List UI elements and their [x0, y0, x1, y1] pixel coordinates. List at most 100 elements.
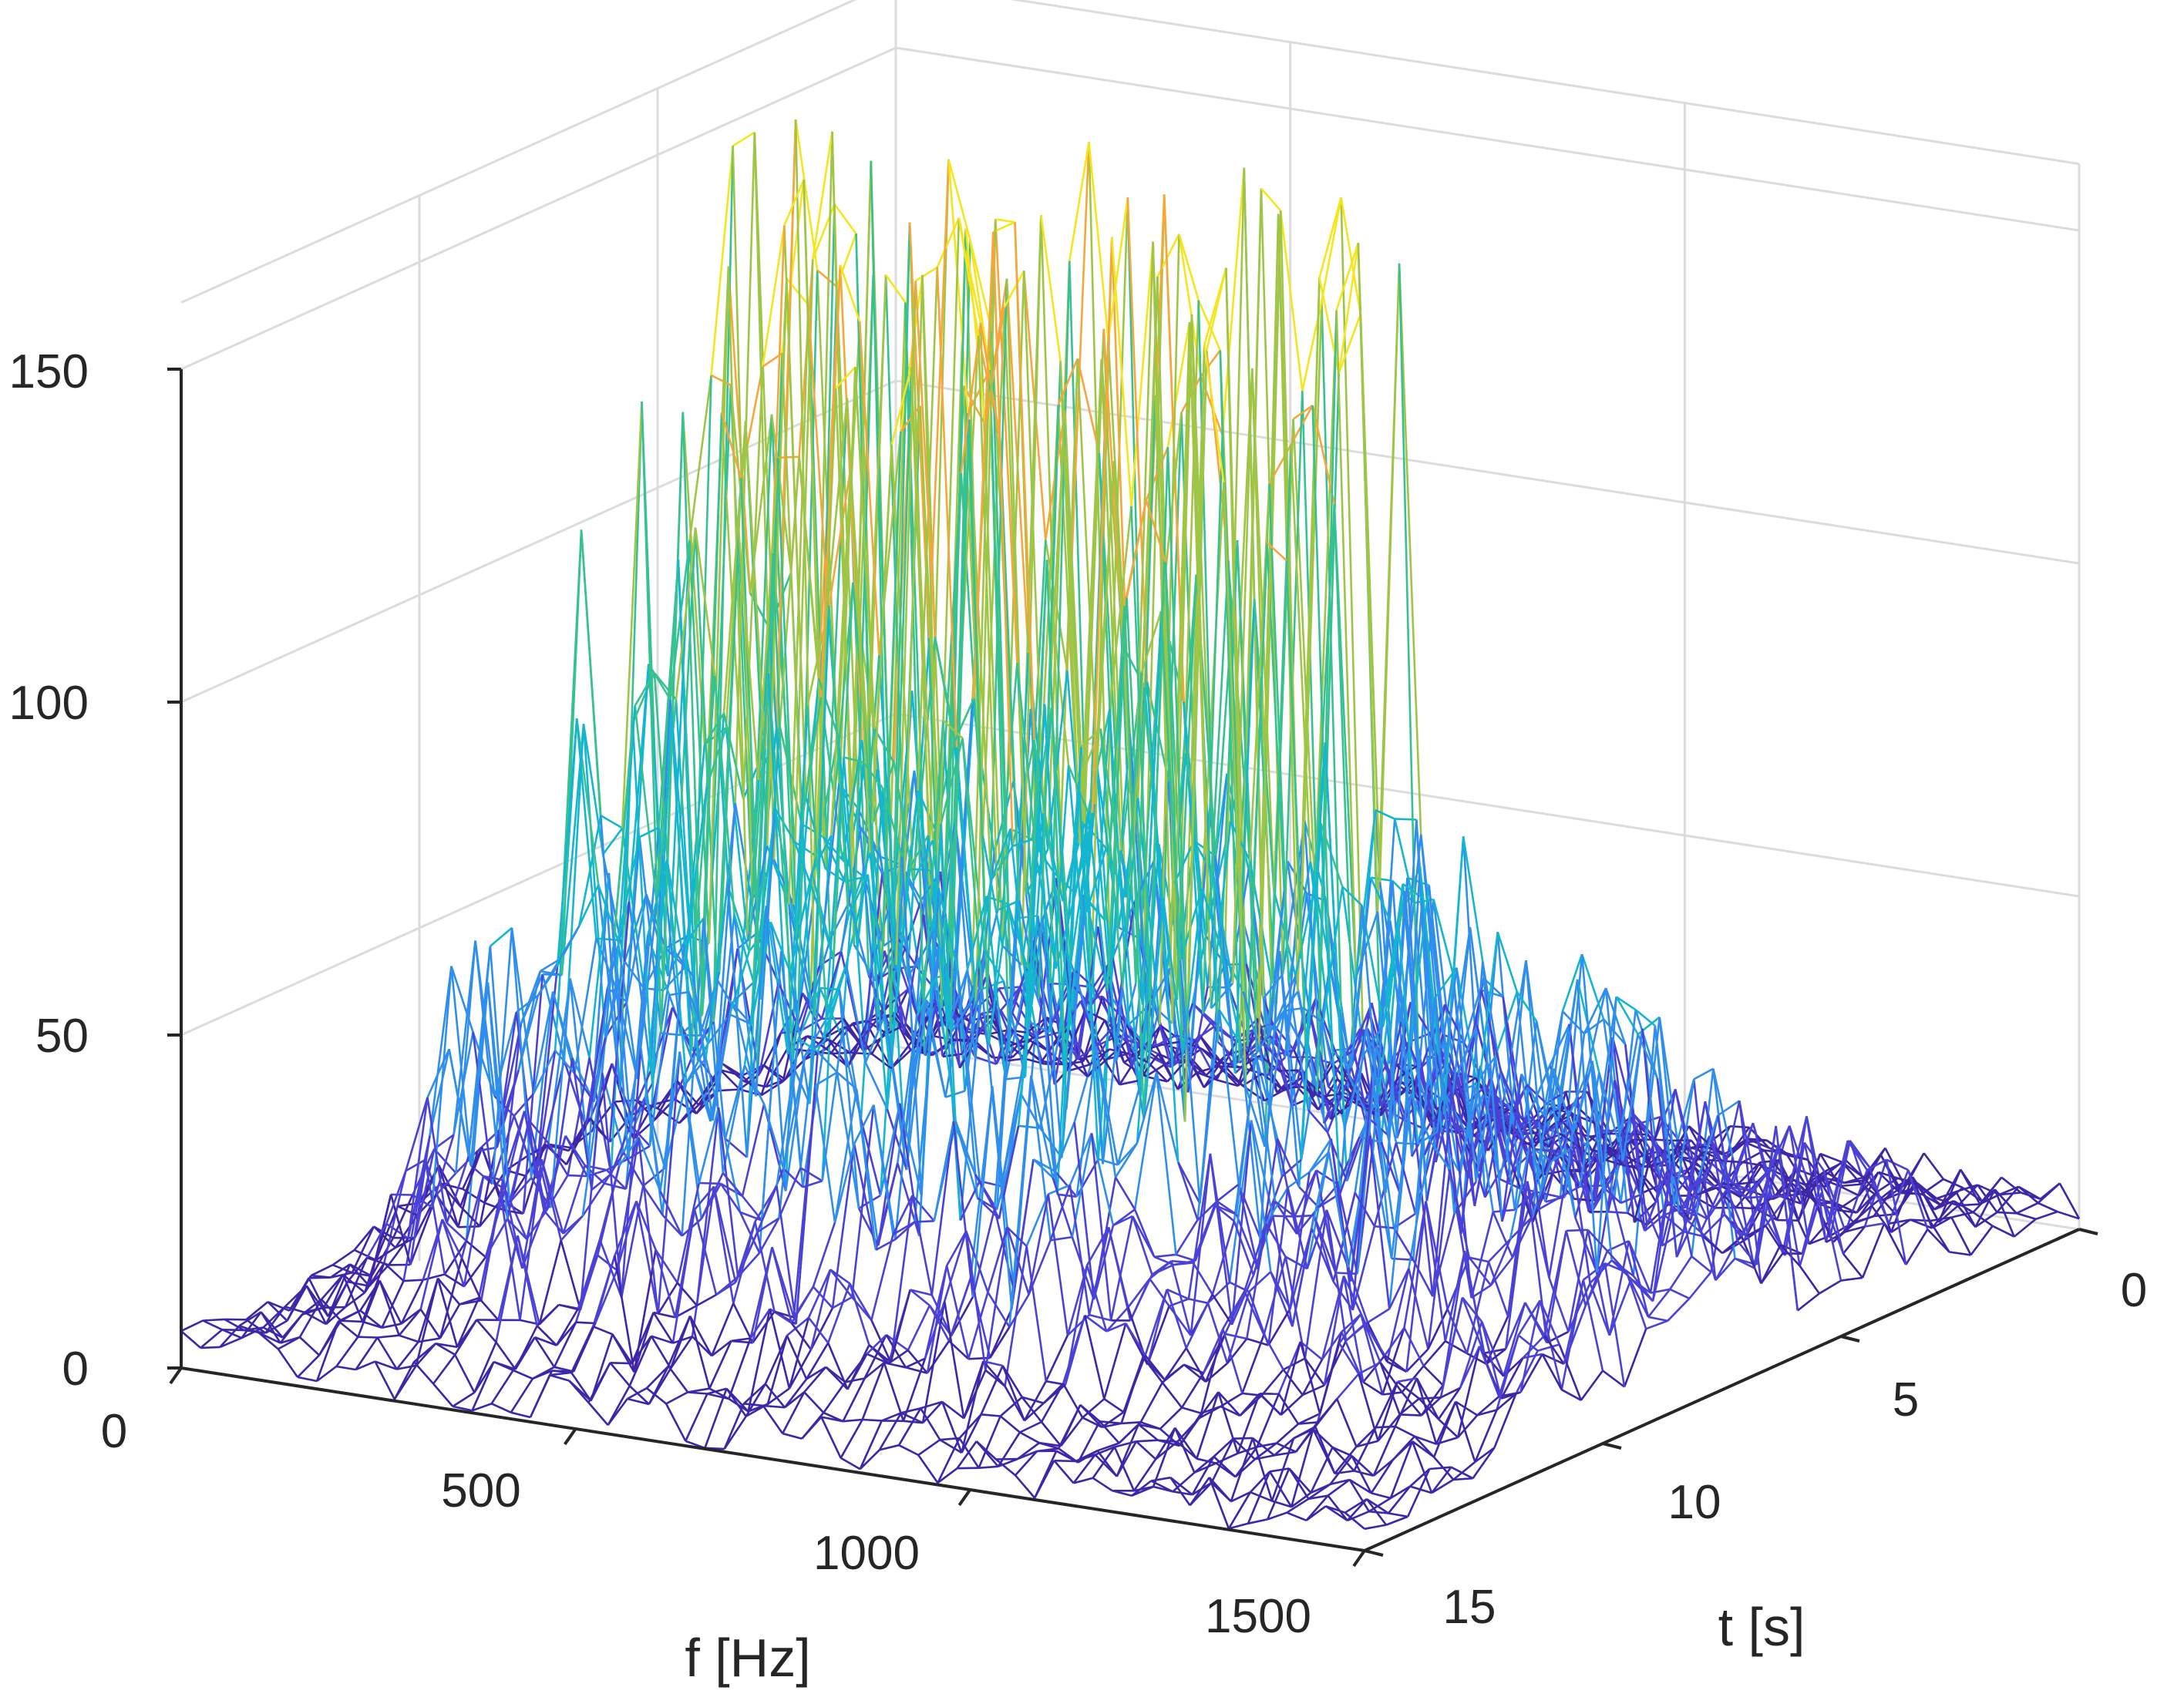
- mesh-segment-t: [516, 994, 539, 1013]
- mesh-segment-t: [1371, 876, 1393, 882]
- mesh-segment-t: [1292, 418, 1316, 886]
- mesh-segment-f: [1694, 1215, 1717, 1281]
- mesh-segment-t: [581, 1182, 605, 1217]
- mesh-segment-f: [405, 1158, 426, 1172]
- mesh-segment-f: [749, 592, 771, 629]
- mesh-segment-f: [1878, 1171, 1899, 1180]
- mesh-segment-t: [758, 1032, 782, 1075]
- mesh-segment-f: [1539, 1125, 1560, 1148]
- mesh-segment-f: [1176, 1440, 1198, 1460]
- mesh-segment-f: [1140, 1421, 1161, 1430]
- mesh-segment-f: [1368, 1510, 1389, 1514]
- mesh-segment-t: [1842, 1225, 1866, 1255]
- mesh-segment-f: [924, 1000, 947, 1097]
- mesh-segment-f: [1122, 1356, 1144, 1413]
- mesh-segment-f: [551, 1370, 572, 1374]
- mesh-segment-f: [1086, 1058, 1108, 1077]
- mesh-segment-f: [2017, 1185, 2039, 1204]
- mesh-segment-f: [1500, 1391, 1521, 1400]
- mesh-segment-f: [1277, 1393, 1300, 1425]
- mesh-segment-f: [1647, 1316, 1668, 1323]
- mesh-segment-f: [455, 940, 476, 1174]
- mesh-segment-f: [709, 1013, 731, 1122]
- mesh-segment-f: [1025, 539, 1047, 896]
- mesh-segment-f: [1834, 1202, 1856, 1225]
- mesh-segment-f: [723, 1403, 745, 1450]
- mesh-segment-f: [1338, 1343, 1360, 1375]
- mesh-segment-f: [1240, 1044, 1262, 1239]
- mesh-segment-f: [826, 398, 849, 603]
- mesh-segment-t: [911, 1195, 935, 1222]
- mesh-segment-f: [854, 367, 876, 729]
- mesh-segment-t: [1072, 1454, 1096, 1484]
- mesh-segment-f: [1062, 1383, 1084, 1419]
- mesh-segment-t: [634, 705, 658, 903]
- mesh-segment-t: [1430, 973, 1454, 1121]
- mesh-segment-f: [200, 1346, 220, 1349]
- mesh-segment-t: [1331, 1447, 1355, 1472]
- mesh-segment-f: [995, 218, 1015, 224]
- mesh-segment-f: [1015, 918, 1037, 1030]
- mesh-segment-f: [1210, 1481, 1232, 1503]
- mesh-segment-t: [1260, 1369, 1284, 1396]
- mesh-segment-f: [1459, 1346, 1481, 1389]
- mesh-segment-f: [446, 1222, 467, 1242]
- mesh-segment-f: [1408, 885, 1430, 1047]
- mesh-segment-f: [1204, 1333, 1227, 1383]
- mesh-segment-f: [593, 946, 614, 1102]
- mesh-segment-f: [1691, 1163, 1713, 1197]
- mesh-segment-t: [1493, 1393, 1517, 1448]
- mesh-segment-f: [1183, 1363, 1204, 1374]
- mesh-segment-f: [1392, 1440, 1413, 1461]
- mesh-segment-f: [1517, 1334, 1539, 1352]
- x-tick-0: [169, 1366, 183, 1385]
- mesh-segment-t: [435, 1343, 458, 1349]
- mesh-segment-f: [1375, 808, 1395, 820]
- mesh-segment-f: [1348, 1076, 1370, 1119]
- mesh-segment-f: [467, 982, 490, 1157]
- mesh-segment-f: [1216, 1200, 1237, 1215]
- surface-mesh: [180, 119, 2081, 1531]
- mesh-segment-t: [1045, 1335, 1069, 1382]
- mesh-segment-f: [667, 1365, 689, 1393]
- mesh-segment-f: [598, 1165, 621, 1240]
- mesh-segment-f: [853, 274, 874, 945]
- mesh-segment-t: [1001, 1365, 1026, 1421]
- mesh-segment-f: [657, 1282, 678, 1315]
- mesh-segment-f: [849, 1283, 870, 1346]
- mesh-segment-f: [1075, 1454, 1096, 1463]
- mesh-segment-f: [1453, 1085, 1475, 1215]
- mesh-segment-f: [429, 1048, 450, 1137]
- mesh-segment-t: [1452, 1460, 1476, 1480]
- mesh-segment-f: [943, 1301, 965, 1419]
- mesh-segment-t: [905, 1366, 928, 1374]
- mesh-segment-f: [964, 228, 987, 425]
- mesh-segment-t: [1280, 1394, 1304, 1416]
- mesh-segment-f: [1849, 1140, 1870, 1168]
- mesh-segment-f: [1107, 197, 1129, 340]
- mesh-segment-f: [1354, 1191, 1376, 1227]
- mesh-segment-t: [1949, 1251, 1971, 1256]
- mesh-segment-f: [1438, 1418, 1459, 1439]
- mesh-segment-f: [1820, 1192, 1842, 1281]
- mesh-segment-f: [974, 219, 997, 1002]
- mesh-segment-f: [336, 1365, 356, 1371]
- mesh-segment-t: [509, 1177, 533, 1204]
- mesh-segment-t: [538, 1240, 562, 1325]
- mesh-segment-f: [567, 1174, 587, 1178]
- mesh-segment-f: [1523, 1114, 1544, 1141]
- mesh-segment-f: [1198, 1034, 1220, 1067]
- mesh-segment-f: [817, 677, 840, 737]
- mesh-segment-f: [956, 1440, 978, 1469]
- mesh-segment-f: [1169, 1477, 1191, 1506]
- mesh-segment-t: [383, 1170, 407, 1263]
- mesh-segment-f: [528, 1119, 550, 1144]
- mesh-segment-f: [1734, 1257, 1755, 1269]
- mesh-segment-f: [814, 1085, 836, 1223]
- mesh-segment-t: [1274, 1201, 1298, 1235]
- mesh-segment-f: [417, 1278, 439, 1343]
- mesh-segment-t: [460, 1175, 485, 1259]
- mesh-segment-f: [1237, 1446, 1258, 1455]
- mesh-segment-f: [1291, 1491, 1312, 1508]
- mesh-segment-t: [1442, 1250, 1466, 1386]
